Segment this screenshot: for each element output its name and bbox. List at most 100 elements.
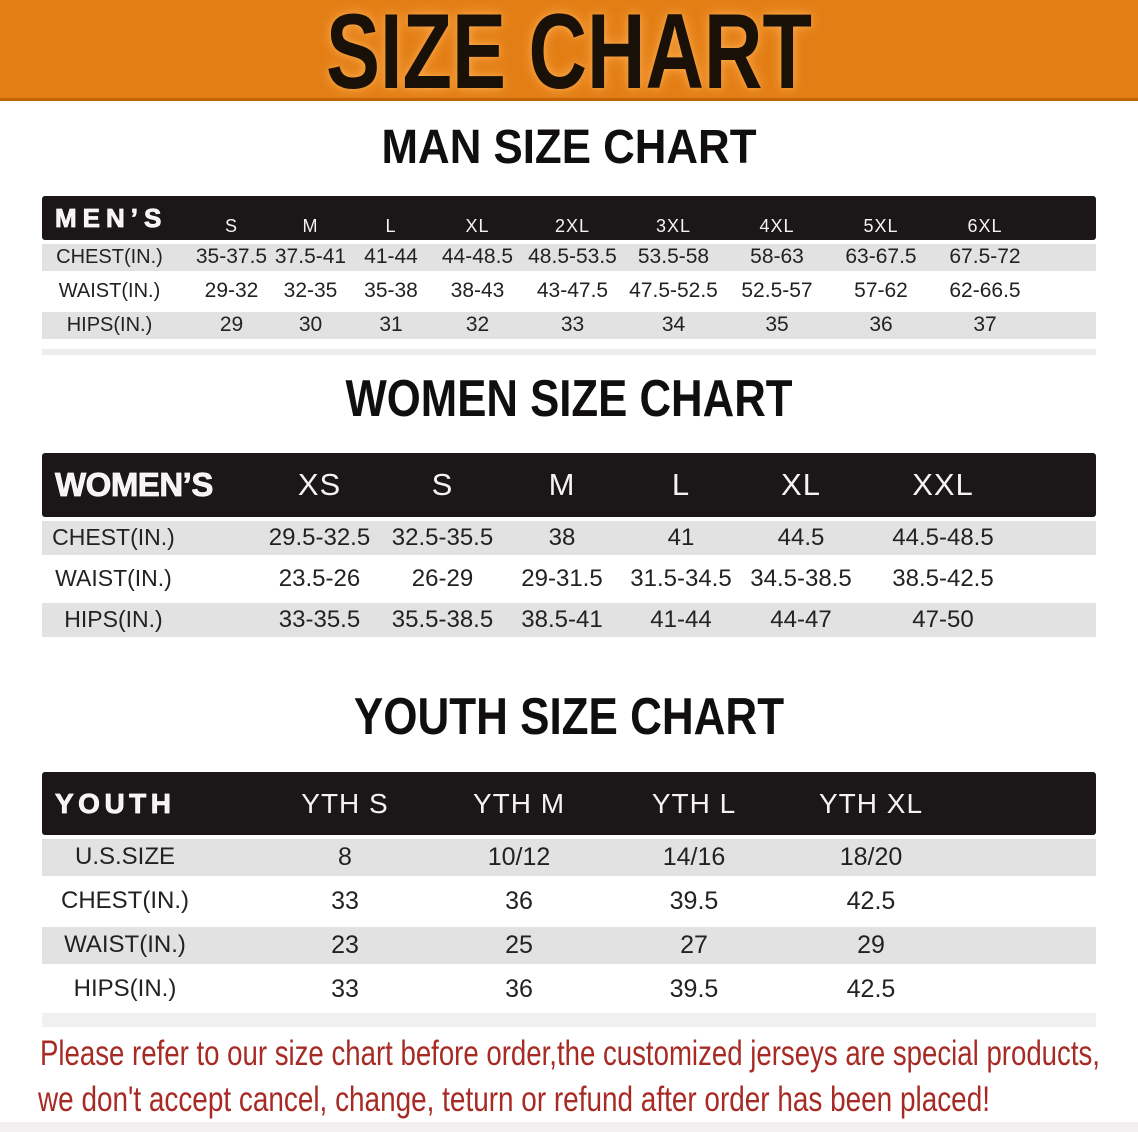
women-cell-value: 26-29 [382, 558, 503, 599]
youth-table-row: U.S.SIZE 8 10/12 14/16 18/20 [42, 835, 1096, 879]
men-header-spacer-cell [1037, 196, 1096, 240]
youth-column-header: YTH M [432, 772, 606, 835]
women-cell-value: 44.5 [741, 517, 861, 558]
youth-row-spacer-cell [960, 923, 1096, 967]
youth-cell-value: 33 [258, 879, 432, 923]
youth-table-row: WAIST(IN.) 23 25 27 29 [42, 923, 1096, 967]
men-cell-value: 29 [192, 308, 271, 342]
women-table-header-row: WOMEN’S XS S M L XL XXL [42, 453, 1096, 517]
women-column-header: XS [257, 453, 382, 517]
men-column-header: 5XL [829, 196, 933, 240]
page-title: SIZE CHART [326, 0, 812, 111]
men-cell-value: 43-47.5 [523, 274, 622, 308]
women-cell-value: 32.5-35.5 [382, 517, 503, 558]
men-cell-value: 29-32 [192, 274, 271, 308]
youth-table-header-row: YOUTH YTH S YTH M YTH L YTH XL [42, 772, 1096, 835]
men-cell-value: 57-62 [829, 274, 933, 308]
women-column-header: XL [741, 453, 861, 517]
men-row-spacer-cell [1037, 308, 1096, 342]
men-column-header: XL [432, 196, 523, 240]
men-cell-value: 63-67.5 [829, 240, 933, 274]
women-cell-value: 38.5-42.5 [861, 558, 1025, 599]
men-cell-value: 30 [271, 308, 350, 342]
women-cell-value: 44.5-48.5 [861, 517, 1025, 558]
men-cell-value: 53.5-58 [622, 240, 725, 274]
men-table-row: HIPS(IN.) 29 30 31 32 33 34 35 36 37 [42, 308, 1096, 342]
men-cell-value: 47.5-52.5 [622, 274, 725, 308]
women-cell-value: 38.5-41 [503, 599, 621, 640]
women-cell-value: 33-35.5 [257, 599, 382, 640]
women-row-spacer-cell [1025, 558, 1096, 599]
youth-table-row: CHEST(IN.) 33 36 39.5 42.5 [42, 879, 1096, 923]
youth-row-label: WAIST(IN.) [42, 923, 258, 967]
youth-table-corner-label: YOUTH [42, 772, 258, 835]
men-cell-value: 35-38 [350, 274, 432, 308]
women-row-label: HIPS(IN.) [42, 599, 257, 640]
youth-row-spacer-cell [960, 835, 1096, 879]
men-column-header: 4XL [725, 196, 829, 240]
men-cell-value: 32 [432, 308, 523, 342]
men-cell-value: 31 [350, 308, 432, 342]
men-column-header: L [350, 196, 432, 240]
women-cell-value: 41 [621, 517, 741, 558]
women-cell-value: 31.5-34.5 [621, 558, 741, 599]
men-cell-value: 62-66.5 [933, 274, 1037, 308]
youth-table-shadow-strip [42, 1013, 1096, 1027]
women-header-spacer-cell [1025, 453, 1096, 517]
men-cell-value: 41-44 [350, 240, 432, 274]
men-cell-value: 44-48.5 [432, 240, 523, 274]
youth-cell-value: 25 [432, 923, 606, 967]
men-table-header-row: MEN’S S M L XL 2XL 3XL 4XL 5XL 6XL [42, 196, 1096, 240]
men-row-label: HIPS(IN.) [42, 308, 192, 342]
men-column-header: 3XL [622, 196, 725, 240]
men-cell-value: 36 [829, 308, 933, 342]
youth-header-spacer-cell [960, 772, 1096, 835]
men-table-corner-label: MEN’S [42, 196, 192, 240]
men-cell-value: 34 [622, 308, 725, 342]
women-size-chart-heading: WOMEN SIZE CHART [345, 370, 793, 428]
women-cell-value: 47-50 [861, 599, 1025, 640]
youth-cell-value: 39.5 [606, 967, 782, 1011]
youth-row-spacer-cell [960, 879, 1096, 923]
youth-row-label: HIPS(IN.) [42, 967, 258, 1011]
men-table-row: WAIST(IN.) 29-32 32-35 35-38 38-43 43-47… [42, 274, 1096, 308]
page-bottom-strip [0, 1122, 1138, 1132]
footer-note-line-2: we don't accept cancel, change, teturn o… [38, 1080, 990, 1119]
youth-cell-value: 18/20 [782, 835, 960, 879]
women-column-header: L [621, 453, 741, 517]
youth-row-label: U.S.SIZE [42, 835, 258, 879]
men-column-header: 6XL [933, 196, 1037, 240]
youth-cell-value: 42.5 [782, 967, 960, 1011]
women-column-header: M [503, 453, 621, 517]
men-table-shadow-strip [42, 349, 1096, 355]
men-cell-value: 37 [933, 308, 1037, 342]
women-cell-value: 44-47 [741, 599, 861, 640]
youth-cell-value: 27 [606, 923, 782, 967]
men-cell-value: 48.5-53.5 [523, 240, 622, 274]
youth-cell-value: 33 [258, 967, 432, 1011]
youth-cell-value: 10/12 [432, 835, 606, 879]
men-cell-value: 35-37.5 [192, 240, 271, 274]
women-cell-value: 29.5-32.5 [257, 517, 382, 558]
youth-column-header: YTH L [606, 772, 782, 835]
women-cell-value: 34.5-38.5 [741, 558, 861, 599]
women-table-corner-label: WOMEN’S [42, 453, 257, 517]
youth-cell-value: 14/16 [606, 835, 782, 879]
footer-note-line-1: Please refer to our size chart before or… [40, 1034, 1100, 1073]
youth-row-label: CHEST(IN.) [42, 879, 258, 923]
women-column-header: XXL [861, 453, 1025, 517]
youth-row-spacer-cell [960, 967, 1096, 1011]
youth-cell-value: 29 [782, 923, 960, 967]
women-row-spacer-cell [1025, 517, 1096, 558]
banner: SIZE CHART [0, 0, 1138, 111]
men-row-spacer-cell [1037, 240, 1096, 274]
men-cell-value: 67.5-72 [933, 240, 1037, 274]
youth-size-table: YOUTH YTH S YTH M YTH L YTH XL U.S.SIZE … [42, 772, 1096, 1011]
women-cell-value: 38 [503, 517, 621, 558]
youth-cell-value: 8 [258, 835, 432, 879]
women-table-row: WAIST(IN.) 23.5-26 26-29 29-31.5 31.5-34… [42, 558, 1096, 599]
men-cell-value: 58-63 [725, 240, 829, 274]
women-row-spacer-cell [1025, 599, 1096, 640]
men-cell-value: 37.5-41 [271, 240, 350, 274]
